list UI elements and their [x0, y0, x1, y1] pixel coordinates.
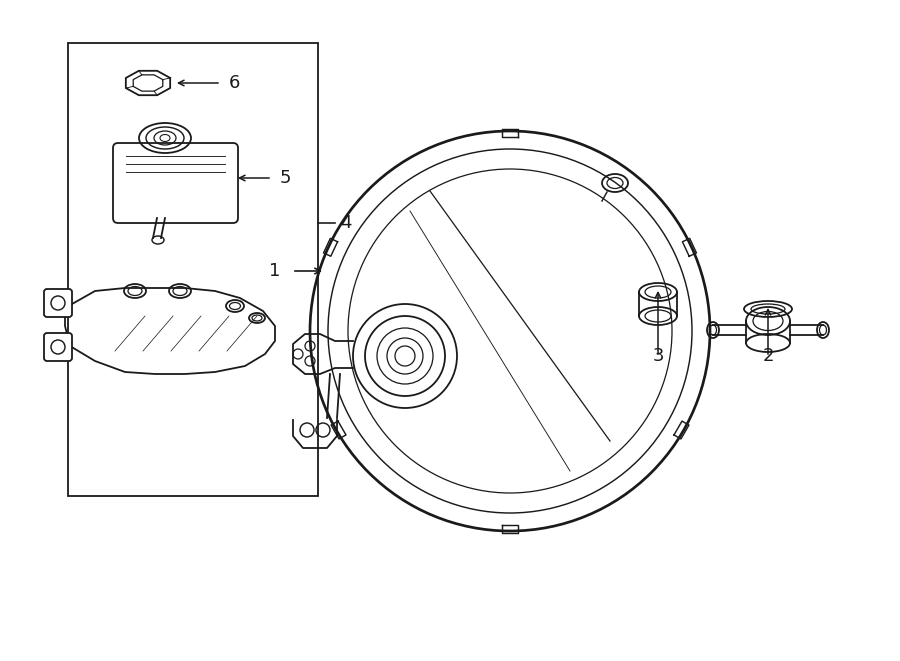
Text: 5: 5 — [280, 169, 292, 187]
Text: 3: 3 — [652, 347, 664, 365]
Text: 6: 6 — [229, 74, 240, 92]
Text: 2: 2 — [762, 347, 774, 365]
Text: 4: 4 — [340, 214, 352, 232]
Text: 1: 1 — [268, 262, 280, 280]
FancyBboxPatch shape — [113, 143, 238, 223]
FancyBboxPatch shape — [44, 289, 72, 317]
FancyBboxPatch shape — [68, 43, 318, 496]
FancyBboxPatch shape — [44, 333, 72, 361]
